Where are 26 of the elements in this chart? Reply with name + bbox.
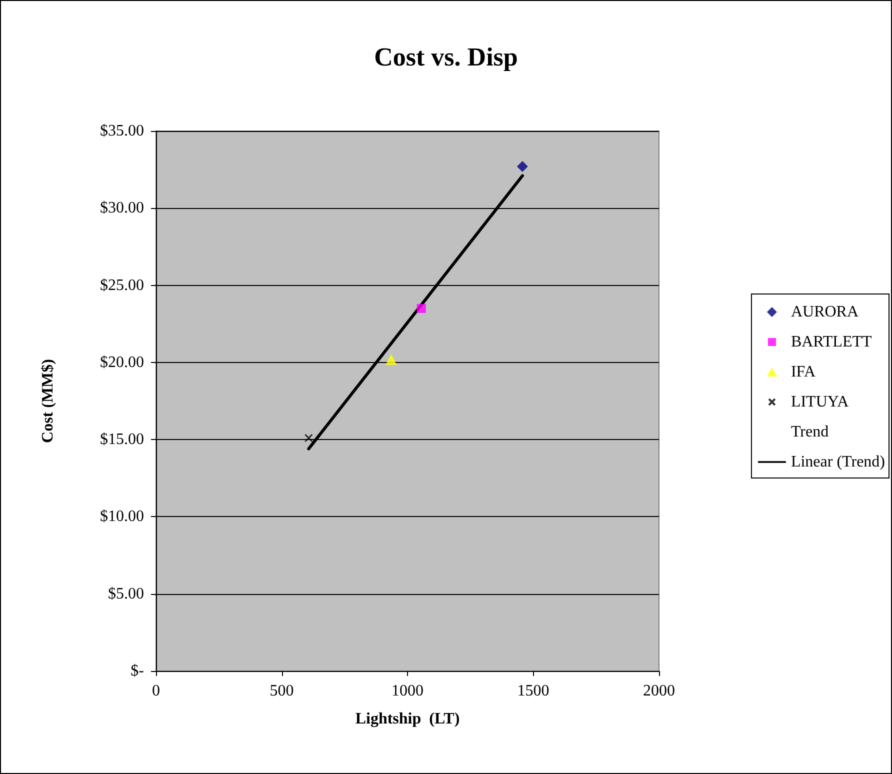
legend-label: Linear (Trend) (790, 454, 885, 470)
x-axis-title: Lightship (LT) (355, 710, 460, 728)
y-tick-label: $5.00 (108, 585, 144, 602)
point (516, 160, 528, 172)
y-axis-title: Cost (MM$) (40, 359, 56, 443)
point (416, 304, 426, 313)
x-tick-label: 500 (270, 682, 294, 700)
y-tick-label: $- (130, 662, 144, 680)
x-tick-label: 0 (152, 682, 160, 700)
point (304, 434, 313, 442)
y-tick-label: $35.00 (100, 122, 144, 140)
y-tick-label: $30.00 (100, 200, 144, 217)
legend-label: AURORA (790, 304, 859, 320)
x-tick-label: 1000 (392, 682, 424, 700)
point (386, 354, 397, 365)
y-tick-label: $10.00 (100, 508, 144, 526)
legend-label: BARTLETT (790, 334, 872, 350)
y-tick-label: $20.00 (100, 354, 144, 371)
chart-title: Cost vs. Disp (374, 42, 518, 72)
x-tick-label: 1500 (517, 682, 550, 700)
legend-label: IFA (790, 364, 816, 380)
x-tick-label: 2000 (643, 682, 675, 700)
y-tick-label: $15.00 (100, 431, 144, 448)
legend-label: LITUYA (790, 394, 850, 410)
legend-label: Trend (790, 424, 829, 440)
y-tick-label: $25.00 (100, 276, 144, 294)
